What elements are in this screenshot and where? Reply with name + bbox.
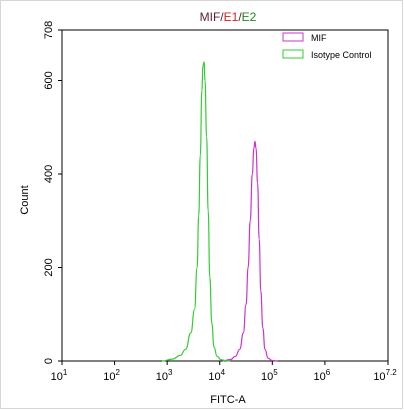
x-tick-label: 106 (314, 368, 331, 383)
y-axis-label: Count (19, 185, 31, 214)
title-part-4: E2 (242, 10, 257, 24)
legend-label-mif: MIF (311, 33, 327, 43)
title-part-3: / (238, 10, 242, 24)
x-tick-label: 103 (156, 368, 173, 383)
plot-area (61, 29, 389, 362)
title-part-2: E1 (224, 10, 239, 24)
y-tick-label: 0 (43, 358, 55, 364)
chart-title: MIF/E1/E2 (200, 10, 257, 24)
y-tick-label: 708 (43, 21, 55, 39)
x-tick-label: 107.2 (373, 368, 397, 383)
x-axis-label: FITC-A (210, 394, 246, 406)
y-axis: 0 200 400 600 708 (43, 21, 62, 364)
title-part-1: / (220, 10, 224, 24)
legend-swatch-isotype-control (282, 49, 304, 59)
title-part-0: MIF (200, 10, 221, 24)
x-axis: 101 102 103 104 105 106 107.2 (51, 361, 397, 383)
series-line-mif (222, 140, 278, 362)
y-tick-label: 600 (43, 71, 55, 89)
y-tick-label: 200 (43, 258, 55, 276)
x-tick-label: 101 (51, 368, 68, 383)
series-group (161, 61, 278, 362)
x-tick-label: 104 (208, 368, 225, 383)
legend-swatch-mif (282, 32, 304, 42)
series-line-isotype-control (161, 61, 231, 362)
x-tick-label: 105 (261, 368, 278, 383)
x-tick-label: 102 (103, 368, 120, 383)
y-tick-label: 400 (43, 165, 55, 183)
legend: MIF Isotype Control (282, 32, 372, 60)
legend-label-isotype-control: Isotype Control (311, 50, 372, 60)
